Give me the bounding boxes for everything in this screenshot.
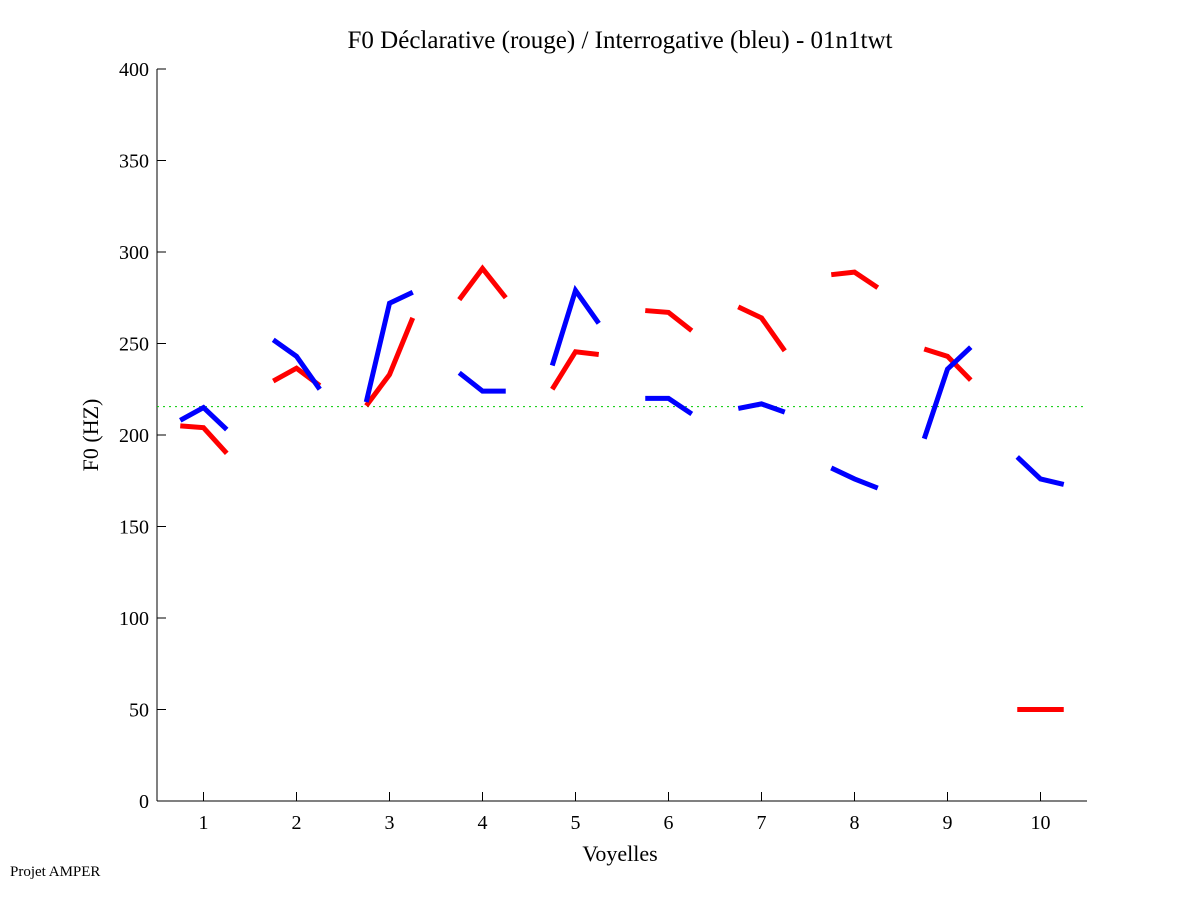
x-tick-label: 7 <box>757 812 767 834</box>
y-tick-label: 400 <box>119 59 149 81</box>
x-tick-label: 2 <box>292 812 302 834</box>
declarative-segment-9 <box>923 346 973 382</box>
y-tick-label: 200 <box>119 425 149 447</box>
x-tick-label: 9 <box>943 812 953 834</box>
interrogative-segment-2 <box>271 337 322 391</box>
x-tick-label: 6 <box>664 812 674 834</box>
chart-title: F0 Déclarative (rouge) / Interrogative (… <box>348 27 893 54</box>
x-tick-label: 1 <box>199 812 209 834</box>
declarative-segment-8 <box>830 269 880 290</box>
x-tick-label: 10 <box>1031 812 1051 834</box>
x-tick-label: 8 <box>850 812 860 834</box>
y-axis-label: F0 (HZ) <box>78 399 103 472</box>
interrogative-segment-3 <box>363 289 414 403</box>
y-tick-label: 0 <box>139 791 149 813</box>
x-tick-label: 4 <box>478 812 488 834</box>
declarative-segment-6 <box>645 308 694 333</box>
interrogative-segment-10 <box>1015 455 1065 487</box>
interrogative-segment-7 <box>737 401 786 415</box>
declarative-segment-3 <box>364 316 416 408</box>
interrogative-segment-9 <box>921 345 973 440</box>
declarative-segment-4 <box>457 264 508 302</box>
y-tick-label: 350 <box>119 151 149 173</box>
x-tick-label: 5 <box>571 812 581 834</box>
footer-credit: Projet AMPER <box>10 864 101 880</box>
interrogative-segment-8 <box>830 465 879 491</box>
declarative-segment-7 <box>737 304 787 353</box>
interrogative-segment-1 <box>179 404 229 432</box>
x-tick-label: 3 <box>385 812 395 834</box>
declarative-segment-5 <box>550 349 600 391</box>
y-tick-label: 50 <box>129 700 149 722</box>
interrogative-segment-4 <box>457 370 506 394</box>
declarative-segment-1 <box>180 423 229 455</box>
y-tick-label: 250 <box>119 334 149 356</box>
y-tick-label: 150 <box>119 517 149 539</box>
y-tick-label: 100 <box>119 608 149 630</box>
interrogative-segment-5 <box>549 284 601 367</box>
x-axis-label: Voyelles <box>582 841 657 866</box>
interrogative-segment-6 <box>645 395 694 417</box>
y-tick-label: 300 <box>119 242 149 264</box>
